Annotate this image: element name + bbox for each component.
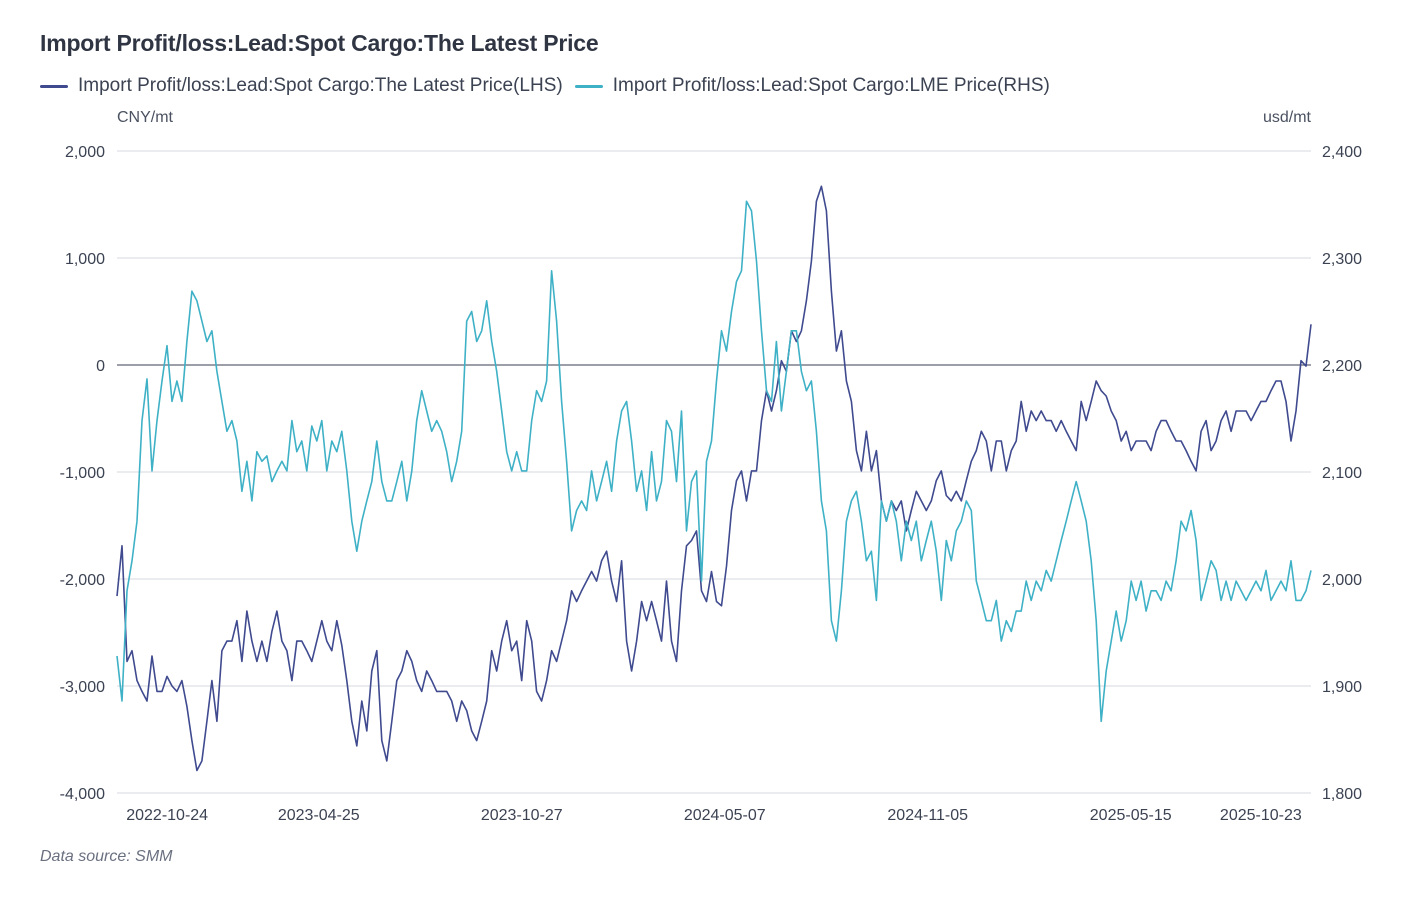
legend-label-lme-price: Import Profit/loss:Lead:Spot Cargo:LME P…: [612, 75, 1050, 96]
left-tick-label: -2,000: [60, 572, 105, 589]
right-tick-label: 2,400: [1322, 144, 1362, 161]
left-tick-label: -4,000: [60, 786, 105, 803]
right-y-axis: 2,400 2,300 2,200 2,100 2,000 1,900 1,800: [1322, 144, 1362, 803]
data-source: Data source: SMM: [40, 848, 173, 865]
legend-label-latest-price: Import Profit/loss:Lead:Spot Cargo:The L…: [78, 75, 563, 96]
left-axis-unit: CNY/mt: [117, 109, 173, 126]
legend-item-latest-price[interactable]: Import Profit/loss:Lead:Spot Cargo:The L…: [40, 75, 563, 97]
right-tick-label: 2,000: [1322, 572, 1362, 589]
series-lines: [116, 185, 1312, 772]
x-tick-label: 2023-10-27: [481, 807, 563, 824]
legend-swatch-lme-price: [574, 84, 603, 88]
right-tick-label: 2,100: [1322, 465, 1362, 482]
right-tick-label: 1,800: [1322, 786, 1362, 803]
series-line-lme-price: [116, 200, 1312, 723]
right-tick-label: 2,200: [1322, 358, 1362, 375]
x-tick-label: 2024-11-05: [887, 807, 968, 824]
right-tick-label: 2,300: [1322, 251, 1362, 268]
left-tick-label: -3,000: [60, 679, 105, 696]
x-tick-label: 2024-05-07: [684, 807, 766, 824]
left-y-axis: 2,000 1,000 0 -1,000 -2,000 -3,000 -4,000: [60, 144, 105, 803]
legend: Import Profit/loss:Lead:Spot Cargo:The L…: [40, 75, 1062, 97]
x-axis: 2022-10-24 2023-04-25 2023-10-27 2024-05-07…: [126, 807, 1302, 824]
series-line-latest-price: [116, 185, 1312, 772]
x-tick-label: 2022-10-24: [126, 807, 208, 824]
right-axis-unit: usd/mt: [1262, 109, 1311, 126]
left-tick-label: 2,000: [65, 144, 105, 161]
left-tick-label: 0: [96, 358, 105, 375]
left-tick-label: 1,000: [65, 251, 105, 268]
right-tick-label: 1,900: [1322, 679, 1362, 696]
left-tick-label: -1,000: [60, 465, 105, 482]
legend-swatch-latest-price: [40, 84, 68, 88]
x-tick-label: 2025-10-23: [1220, 807, 1302, 824]
legend-item-lme-price[interactable]: Import Profit/loss:Lead:Spot Cargo:LME P…: [574, 75, 1050, 97]
chart-title: Import Profit/loss:Lead:Spot Cargo:The L…: [40, 30, 599, 56]
x-tick-label: 2025-05-15: [1090, 807, 1172, 824]
x-tick-label: 2023-04-25: [278, 807, 360, 824]
gridlines: [117, 150, 1311, 794]
